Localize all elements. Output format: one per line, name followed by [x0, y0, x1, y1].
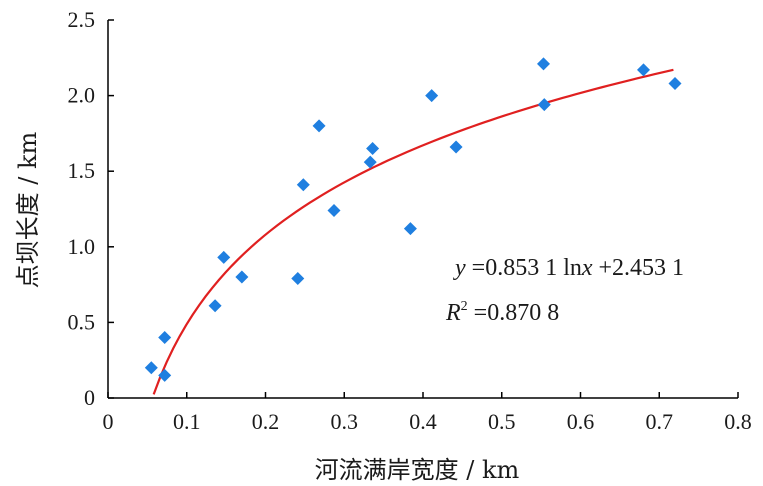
x-tick-label: 0.4 [409, 409, 437, 434]
data-point [537, 98, 551, 112]
y-tick-label: 2.0 [68, 83, 96, 108]
data-point [158, 368, 172, 382]
equation-y-symbol: y [453, 255, 466, 281]
equation-intercept: +2.453 1 [593, 255, 685, 281]
data-point [449, 140, 463, 154]
data-point [296, 178, 310, 192]
x-tick-label: 0 [103, 409, 114, 434]
x-axis-title: 河流满岸宽度 / km [315, 456, 520, 484]
x-tick-label: 0.5 [488, 409, 516, 434]
data-point [158, 331, 172, 345]
data-point [235, 270, 249, 284]
equation-coefficient: =0.853 1 ln [466, 255, 582, 281]
regression-equation: y =0.853 1 lnx +2.453 1 [453, 255, 684, 281]
data-point [668, 77, 682, 91]
y-tick-label: 2.5 [68, 7, 96, 32]
y-tick-label: 1.0 [68, 234, 96, 259]
x-tick-label: 0.6 [567, 409, 595, 434]
x-tick-label: 0.7 [646, 409, 674, 434]
y-tick-label: 0 [84, 385, 95, 410]
r-symbol: R [445, 300, 461, 326]
data-point [327, 204, 341, 218]
x-ticks: 0 0.1 0.2 0.3 0.4 0.5 0.6 0.7 0.8 [103, 392, 752, 434]
data-point [208, 299, 222, 313]
x-tick-label: 0.1 [173, 409, 201, 434]
data-point [536, 57, 550, 71]
data-point [366, 142, 380, 156]
data-point [637, 63, 650, 77]
data-point [425, 89, 439, 103]
data-point [144, 361, 158, 375]
data-point [312, 119, 326, 133]
y-tick-label: 0.5 [68, 309, 96, 334]
y-axis-title: 点坝长度 / km [14, 131, 42, 288]
x-tick-label: 0.2 [252, 409, 280, 434]
y-tick-label: 1.5 [68, 158, 96, 183]
x-tick-label: 0.3 [331, 409, 359, 434]
y-ticks: 0 0.5 1.0 1.5 2.0 2.5 [68, 7, 114, 410]
point-layer [144, 57, 682, 382]
r-squared-value: =0.870 8 [468, 300, 560, 326]
r-exponent: 2 [461, 299, 468, 314]
r-squared: R2 =0.870 8 [445, 299, 559, 326]
data-point [217, 250, 231, 264]
x-tick-label: 0.8 [724, 409, 752, 434]
data-point [403, 222, 417, 236]
axes: 0 0.1 0.2 0.3 0.4 0.5 0.6 0.7 0.8 0 0.5 1.0 1.5 2.0 2… [68, 7, 752, 434]
fit-layer [152, 68, 674, 395]
data-point [363, 155, 377, 169]
fit-curve [152, 68, 674, 395]
equation-x-symbol: x [581, 255, 593, 281]
data-point [291, 272, 305, 286]
